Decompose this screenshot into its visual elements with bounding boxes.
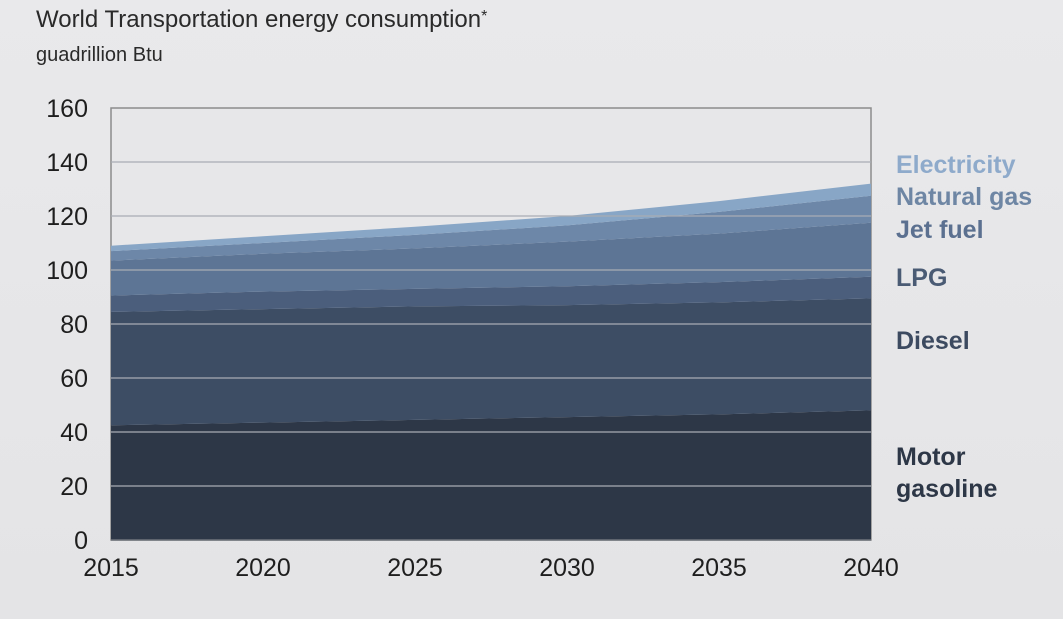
chart-title-text: World Transportation energy consumption	[36, 6, 482, 33]
x-tick-label: 2040	[843, 554, 899, 582]
y-tick-label: 100	[46, 257, 88, 285]
area-motor-gasoline	[111, 410, 871, 540]
legend-label-motor-gasoline: gasoline	[896, 475, 998, 503]
legend-label-jet-fuel: Jet fuel	[896, 216, 984, 244]
y-tick-label: 120	[46, 203, 88, 231]
x-tick-label: 2020	[235, 554, 291, 582]
x-tick-label: 2025	[387, 554, 443, 582]
area-diesel	[111, 298, 871, 426]
area-electricity	[111, 183, 871, 252]
legend-label-electricity: Electricity	[896, 151, 1016, 179]
x-tick-label: 2015	[83, 554, 139, 582]
y-tick-label: 160	[46, 95, 88, 123]
area-natural-gas	[111, 195, 871, 261]
y-axis-ticks: 0 20 40 60 80 100 120 140 160	[46, 95, 88, 555]
y-tick-label: 60	[60, 365, 88, 393]
legend-label-motor-gasoline: Motor	[896, 443, 966, 471]
y-tick-label: 20	[60, 473, 88, 501]
y-tick-label: 80	[60, 311, 88, 339]
gridlines	[111, 161, 871, 541]
chart-title: World Transportation energy consumption*	[36, 6, 487, 34]
legend: Electricity Natural gas Jet fuel LPG Diesel M…	[896, 151, 1032, 503]
legend-label-natural-gas: Natural gas	[896, 183, 1032, 211]
legend-label-diesel: Diesel	[896, 327, 970, 355]
x-axis-ticks: 2015 2020 2025 2030 2035 2040	[83, 554, 899, 582]
chart-title-marker: *	[481, 8, 488, 25]
x-tick-label: 2030	[539, 554, 595, 582]
y-tick-label: 140	[46, 149, 88, 177]
y-tick-label: 0	[74, 527, 88, 555]
area-layers	[111, 183, 871, 540]
area-jet-fuel	[111, 222, 871, 296]
y-tick-label: 40	[60, 419, 88, 447]
x-tick-label: 2035	[691, 554, 747, 582]
legend-label-lpg: LPG	[896, 264, 947, 292]
area-lpg	[111, 276, 871, 312]
chart-subtitle: guadrillion Btu	[36, 44, 163, 66]
